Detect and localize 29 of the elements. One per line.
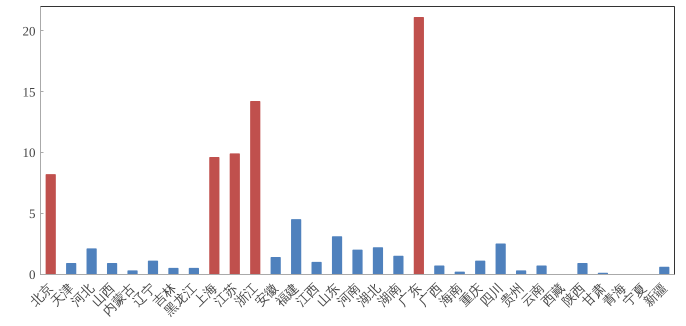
bar: [536, 265, 547, 274]
bar: [148, 260, 158, 274]
bar: [209, 157, 220, 274]
bar: [66, 263, 76, 274]
bar: [496, 244, 506, 274]
y-tick-label: 15: [22, 84, 36, 100]
bar: [434, 265, 444, 274]
y-tick-label: 20: [22, 23, 36, 38]
bar: [475, 260, 486, 274]
bar: [250, 101, 260, 274]
y-tick-label: 5: [29, 206, 36, 222]
bar: [291, 219, 302, 274]
bar: [106, 263, 118, 274]
bar: [168, 268, 179, 274]
bar: [352, 250, 363, 274]
y-tick-label: 10: [22, 145, 36, 160]
bar: [86, 248, 97, 274]
bar: [414, 16, 424, 274]
bar: [372, 247, 384, 274]
bar: [270, 256, 281, 274]
bar: [230, 153, 240, 274]
bar: [393, 256, 404, 274]
bar: [188, 268, 199, 274]
bar: [46, 174, 56, 274]
y-tick-label: 0: [29, 267, 36, 282]
bar: [577, 263, 588, 274]
bar: [311, 262, 322, 274]
bar: [659, 266, 670, 274]
bar: [332, 236, 342, 274]
